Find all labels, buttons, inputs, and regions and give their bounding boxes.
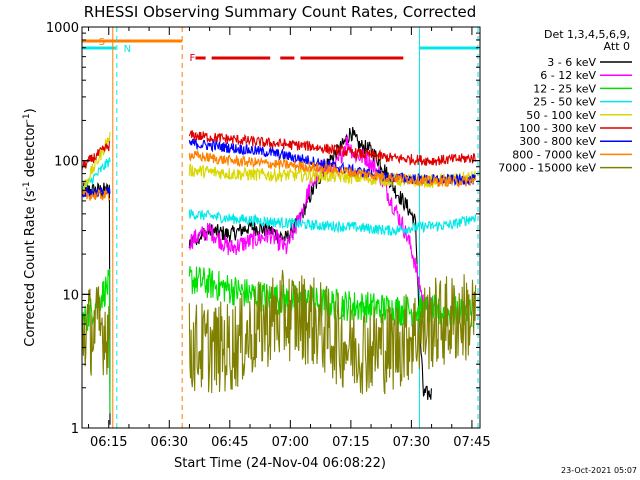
series-line [81,188,111,202]
interval-annotation-label: N [124,44,131,55]
y-tick-label: 100 [54,155,79,170]
x-tick-label: 06:15 [90,435,127,450]
legend-entry-label: 25 - 50 keV [533,96,596,109]
legend-header: Att 0 [604,40,630,53]
x-tick-label: 07:45 [453,435,490,450]
y-tick-label: 1000 [46,21,79,36]
x-tick-label: 07:30 [393,435,430,450]
x-tick-label: 06:30 [151,435,188,450]
series-line [188,269,477,395]
axes-layer: 1 10 100 1000 06:15 06:30 06:45 07:00 07:15 07:30… [22,21,491,450]
legend-entry-label: 6 - 12 keV [540,69,596,82]
legend-header: Det 1,3,4,5,6,9, [544,28,630,41]
series-line [188,149,477,188]
y-tick-label: 1 [71,422,79,437]
legend-entry-label: 50 - 100 keV [526,109,596,122]
plot-frame [81,26,481,429]
x-tick-label: 07:15 [332,435,369,450]
y-tick-label: 10 [62,288,79,303]
legend-entry-label: 100 - 300 keV [519,122,596,135]
x-tick-label: 06:45 [211,435,248,450]
timestamp: 23-Oct-2021 05:07 [561,466,637,475]
interval-layer: S N F [82,27,479,428]
y-axis-label: Corrected Count Rate (s-1 detector-1) [22,108,38,346]
legend-entry-label: 800 - 7000 keV [512,148,596,161]
chart-title: RHESSI Observing Summary Count Rates, Co… [84,3,477,21]
legend-entry-label: 300 - 800 keV [519,135,596,148]
series-line [188,138,476,187]
legend-entry-label: 3 - 6 keV [547,56,596,69]
legend-entry-label: 7000 - 15000 keV [498,162,596,175]
legend-entry-label: 12 - 25 keV [533,82,596,95]
x-tick-label: 07:00 [272,435,309,450]
interval-annotation-label: F [189,53,195,64]
series-line [188,209,477,236]
series-line [81,286,111,376]
series-line [188,130,477,167]
interval-annotation-label: S [99,37,105,48]
x-axis-label: Start Time (24-Nov-04 06:08:22) [174,456,386,471]
series-line [188,135,436,315]
series-layer [81,126,477,425]
series-line [81,140,111,170]
